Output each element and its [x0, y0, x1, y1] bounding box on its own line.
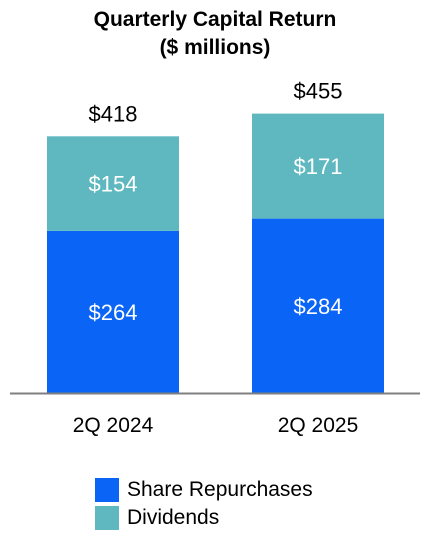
x-tick-label-2: 2Q 2025: [278, 414, 359, 437]
legend-swatch-dividends: [95, 506, 119, 530]
legend-label-dividends: Dividends: [127, 506, 220, 529]
total-label-1: $418: [89, 101, 138, 126]
legend-swatch-share-repurchases: [95, 478, 119, 502]
data-label-dividends-1: $154: [89, 172, 138, 197]
legend-item-dividends: Dividends: [95, 504, 313, 532]
chart-title: Quarterly Capital Return: [93, 8, 337, 31]
legend: Share Repurchases Dividends: [95, 476, 313, 532]
legend-label-share-repurchases: Share Repurchases: [127, 478, 313, 501]
total-label-2: $455: [294, 79, 343, 104]
bar-dividends-2: [252, 113, 384, 219]
chart-subtitle: ($ millions): [159, 36, 271, 59]
bar-share-repurchases-1: [47, 230, 179, 393]
bar-dividends-1: [47, 136, 179, 231]
data-label-share-repurchases-2: $284: [294, 294, 343, 319]
data-label-share-repurchases-1: $264: [89, 300, 138, 325]
bar-share-repurchases-2: [252, 218, 384, 393]
data-label-dividends-2: $171: [294, 154, 343, 179]
legend-item-share-repurchases: Share Repurchases: [95, 476, 313, 504]
x-tick-label-1: 2Q 2024: [73, 414, 154, 437]
